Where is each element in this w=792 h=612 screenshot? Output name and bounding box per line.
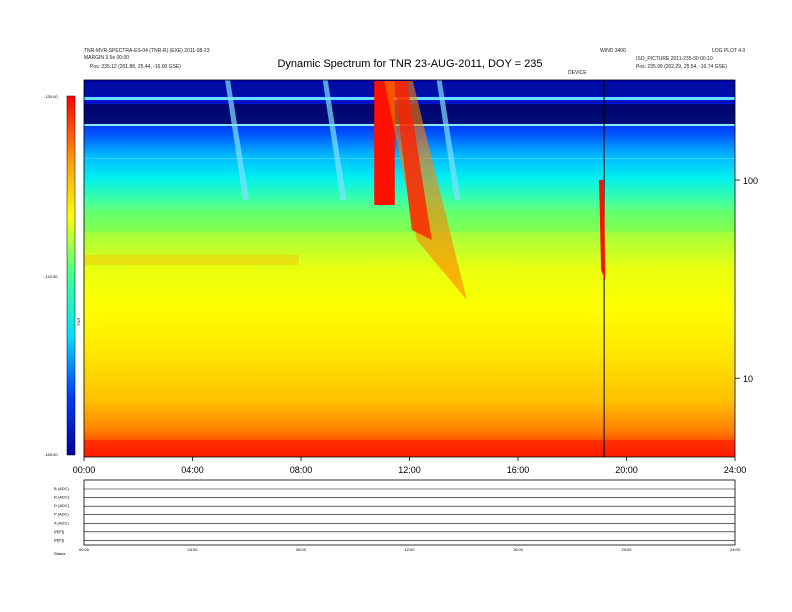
y-tick-label: 100	[743, 176, 758, 186]
colorbar-max-label: -130.00	[44, 94, 58, 99]
colorbar	[66, 95, 76, 456]
subpanels-frame	[83, 479, 736, 546]
faint-burst-streak	[436, 80, 461, 200]
header-left-line1: TNR-MVR-SPECTRA-ES-04 (TNR-R) (EXE) 2011…	[84, 48, 210, 54]
subpanel-label: D (ADC)	[54, 503, 70, 508]
colorbar-title: TNR	[76, 318, 81, 326]
faint-burst-streak	[225, 80, 250, 200]
y-tick-label: 10	[743, 374, 753, 384]
bottom-red-band	[84, 440, 735, 457]
subpanels: B (ADC) R (ADC) D (ADC) P (ADC) A (ADC) (R[F]…	[54, 486, 735, 542]
y-axis-ticks: 100 10	[735, 176, 758, 384]
subpanel-label: R (ADC)	[54, 495, 70, 500]
burst-features	[225, 80, 606, 457]
subpanel-x-tick-label: 08:00	[296, 547, 307, 552]
subpanel-x-tick-label: 24:00	[730, 547, 741, 552]
x-tick-label: 12:00	[398, 465, 421, 475]
subpanel-x-tick-label: 20:00	[621, 547, 632, 552]
x-tick-label: 00:00	[73, 465, 96, 475]
subpanel-label: P (ADC)	[54, 512, 69, 517]
subpanel-x-axis-ticks: 00:00 04:00 08:00 12:00 16:00 20:00 24:00	[79, 547, 741, 552]
subpanel-label: A (ADC)	[54, 520, 69, 525]
orange-wave	[84, 255, 299, 265]
x-axis-ticks: 00:00 04:00 08:00 12:00 16:00 20:00 24:00	[73, 457, 747, 475]
header-left-pos: Pos: 235.12 (201.88, 25.44, -16.00 GSE)	[90, 64, 181, 70]
subpanel-x-tick-label: 16:00	[513, 547, 524, 552]
x-tick-label: 20:00	[615, 465, 638, 475]
header-right-line2: ISO_PICTURE 2011-235-00:00:10	[636, 56, 713, 62]
header-right-pos: Pos: 235.99 (202.29, 25.54, -16.74 GSE)	[636, 64, 727, 70]
spectrum-heatmap	[83, 79, 736, 458]
subpanel-x-tick-label: 12:00	[404, 547, 415, 552]
burst-tail-core	[394, 81, 432, 240]
subpanel-x-tick-label: 00:00	[79, 547, 90, 552]
faint-burst-streak	[322, 80, 347, 200]
colorbar-min-label: -155.00	[44, 452, 58, 457]
x-tick-label: 08:00	[290, 465, 313, 475]
chart-title: Dynamic Spectrum for TNR 23-AUG-2011, DO…	[277, 58, 543, 70]
green-band	[84, 210, 735, 232]
status-label: Status	[54, 551, 65, 556]
header-left-line2: MARGIN 3.5e 00:00	[84, 55, 130, 61]
subpanel-label: (R[F])	[54, 529, 65, 534]
colorbar-mid-label: -142.50	[44, 274, 58, 279]
x-tick-label: 24:00	[724, 465, 747, 475]
x-tick-label: 16:00	[507, 465, 530, 475]
burst-core	[374, 81, 395, 205]
header-right-top-b: LOG PLOT 4.0	[712, 48, 746, 54]
header-right-top-a: WIND 3400	[600, 48, 626, 54]
subpanel-label: B (ADC)	[54, 486, 70, 491]
burst-2-core	[599, 180, 606, 280]
subpanel-x-tick-label: 04:00	[187, 547, 198, 552]
subpanel-label: (R[F])	[54, 537, 65, 542]
x-tick-label: 04:00	[181, 465, 204, 475]
header-marker: DEVICE	[568, 70, 587, 76]
